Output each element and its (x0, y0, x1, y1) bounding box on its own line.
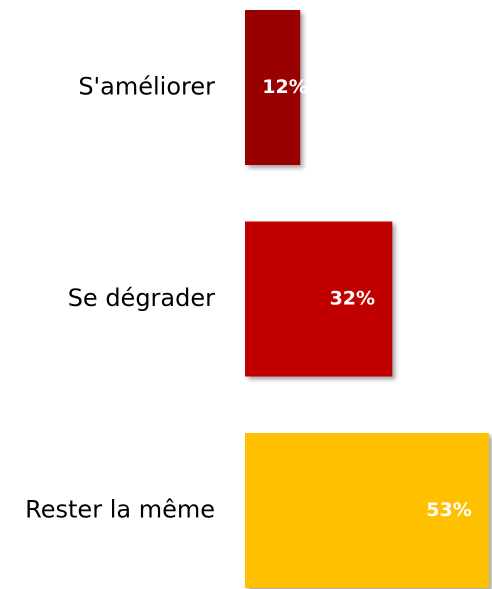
bar (245, 433, 489, 588)
value-label: 32% (330, 288, 375, 310)
bar (245, 221, 393, 377)
value-label: 53% (426, 499, 471, 521)
category-label: Rester la même (25, 496, 215, 524)
category-label: Se dégrader (68, 284, 215, 312)
category-label: S'améliorer (78, 73, 215, 101)
value-label: 12% (262, 76, 307, 98)
bar (245, 10, 301, 165)
